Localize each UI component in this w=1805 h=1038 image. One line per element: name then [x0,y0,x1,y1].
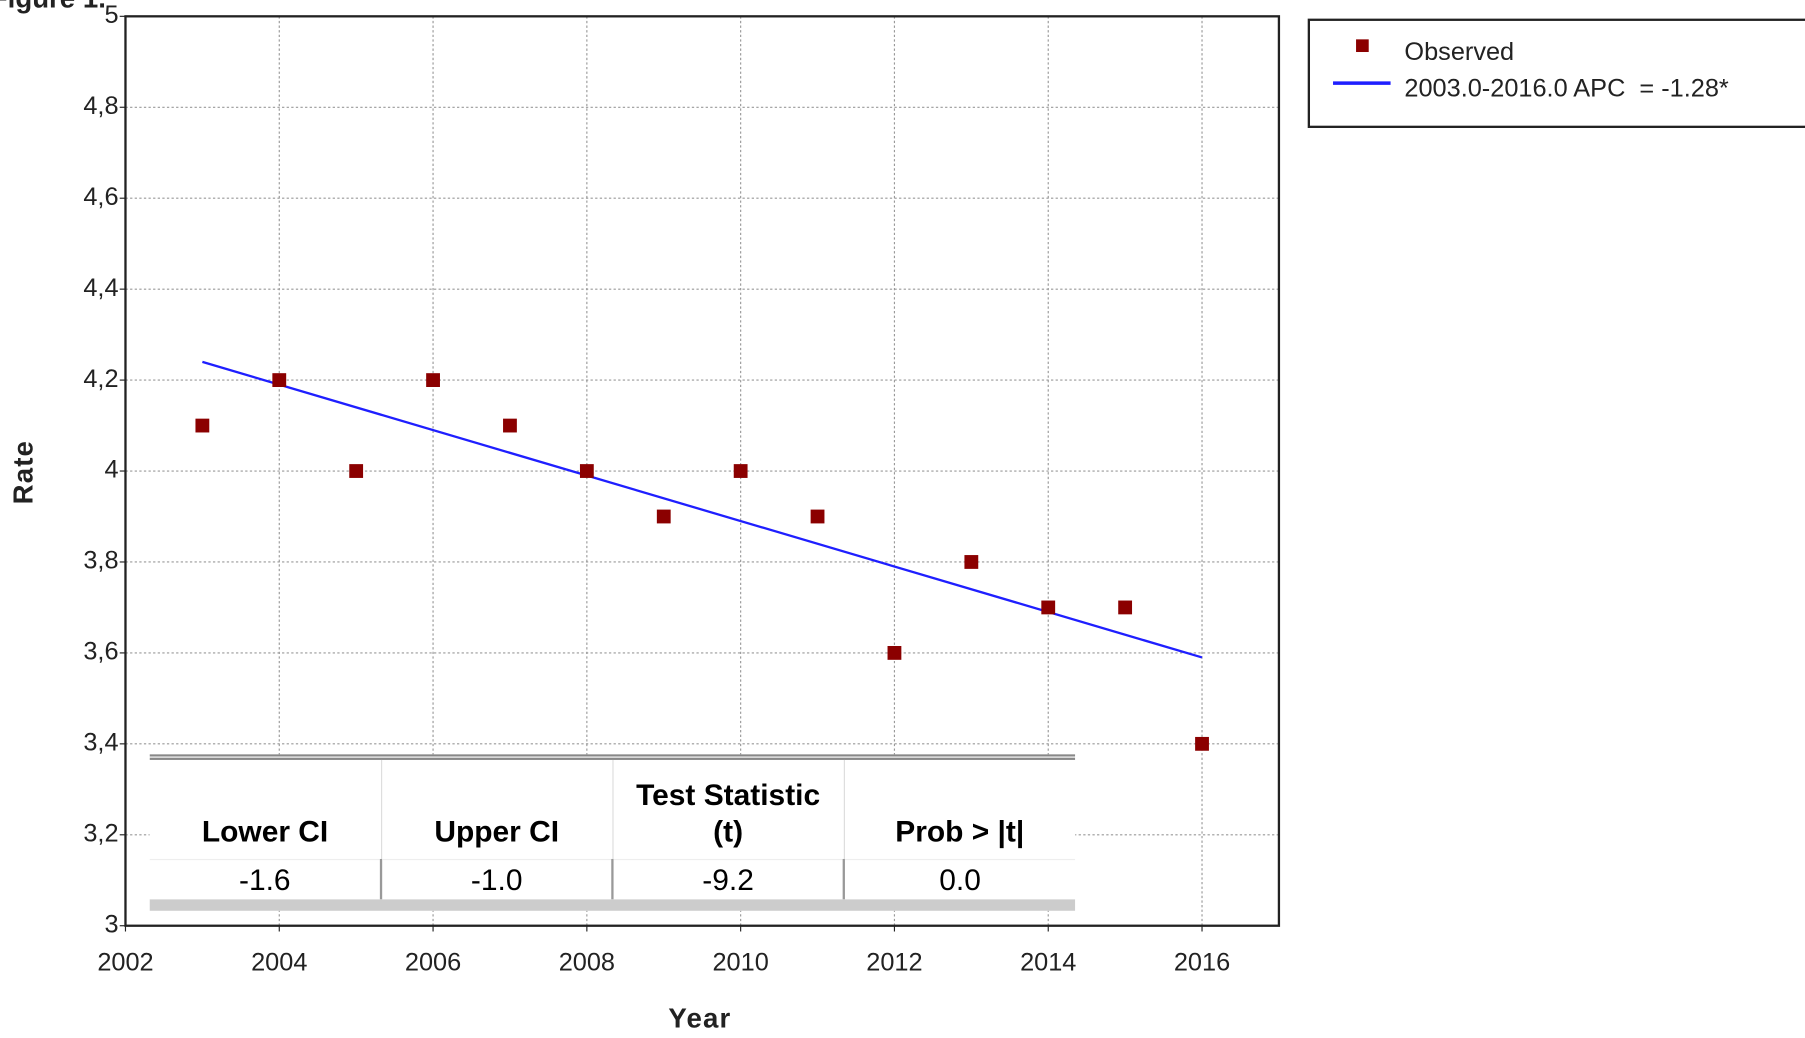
cell: -9.2 [611,858,844,900]
row: -1.6 -1.0 -9.2 0.0 [149,858,1076,900]
legend-label: Observed [1404,38,1514,66]
y-axis-label: Rate [8,440,39,504]
x-tick-label: 2010 [712,948,768,976]
point [964,555,979,569]
point [733,464,748,478]
point [887,646,902,660]
header-cell: Upper CI [380,759,613,860]
table-wrap: Lower CI Upper CI Test Statistic (t) Pro… [149,754,1076,911]
header-cell: Test Statistic (t) [611,759,844,860]
point [1041,600,1056,615]
y-tick-label: 4,8 [83,92,118,120]
x-tick-label: 2016 [1174,948,1230,976]
legend: Observed 2003.0-2016.0 APC = -1.28* [1333,38,1729,103]
legend-label: 2003.0-2016.0 APC = -1.28* [1404,75,1729,103]
y-tick-label: 3,8 [83,547,118,575]
y-tick-label: 5 [104,1,118,29]
point [349,464,364,478]
stats-table: Lower CI Upper CI Test Statistic (t) Pro… [149,754,1076,911]
point [579,464,594,478]
y-tick-label: 3,6 [83,638,118,666]
plot-frame [124,15,1281,927]
legend-marker [1356,39,1369,53]
cell: -1.6 [149,858,382,900]
x-tick-label: 2006 [405,948,461,976]
y-tick-label: 4,6 [83,183,118,211]
x-tick-label: 2014 [1020,948,1076,976]
legend-box [1307,18,1805,128]
point [810,509,825,524]
trend-line [202,360,1203,659]
point [1195,736,1209,751]
plot-area: 3 3,2 3,4 3,6 3,8 4 4,2 4,4 4,6 4,8 5 2002 2004 2006 2… [83,1,1281,976]
point [272,373,287,387]
y-tick-label: 3,2 [83,819,118,847]
y-tick-label: 4,4 [83,274,118,302]
header-cell: Prob > |t| [843,759,1076,860]
x-axis-label: Year [668,1002,731,1033]
y-tick-label: 4 [104,456,118,484]
point [426,373,440,387]
x-tick-label: 2004 [251,948,307,976]
x-tick-label: 2002 [97,948,153,976]
x-tick-label: 2008 [559,948,615,976]
y-tick-label: 4,2 [83,365,118,393]
point [195,418,210,433]
y-tick-label: 3,4 [83,729,118,757]
point [503,418,517,433]
y-tick-label: 3 [104,910,118,938]
table: Lower CI Upper CI Test Statistic (t) Pro… [149,759,1076,900]
header-row: Lower CI Upper CI Test Statistic (t) Pro… [150,759,1076,860]
header-cell: Lower CI [201,814,329,849]
cell: -1.0 [379,858,613,900]
chart-title: Figure 1. [0,0,106,14]
x-tick-label: 2012 [866,948,922,976]
cell: 0.0 [842,858,1076,900]
point [656,509,671,524]
point [1118,600,1133,615]
